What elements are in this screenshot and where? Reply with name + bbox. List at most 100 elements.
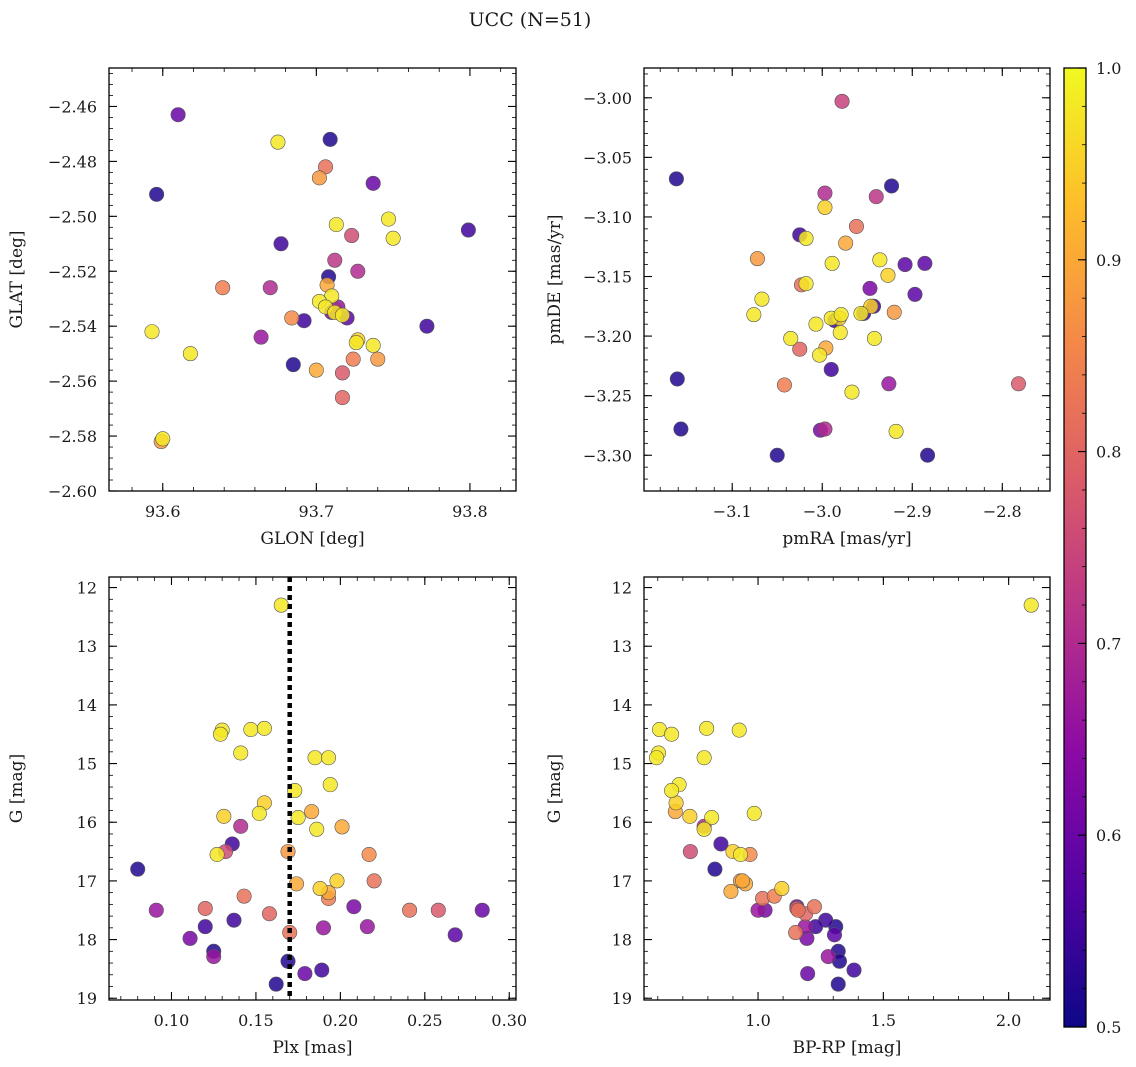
data-point: [273, 597, 289, 613]
y-tick-label: −3.10: [583, 208, 632, 227]
colorbar: 0.5 0.6 0.7 0.8 0.9 1.0: [1063, 59, 1121, 1037]
data-point: [212, 726, 228, 742]
data-point: [273, 236, 289, 252]
data-point: [788, 925, 804, 941]
colorbar-tick-label: 0.6: [1096, 826, 1121, 845]
y-tick-label: 18: [612, 931, 632, 950]
data-point: [182, 930, 198, 946]
y-tick-label: 15: [77, 755, 97, 774]
data-point: [696, 821, 712, 837]
data-point: [664, 726, 680, 742]
data-point: [297, 966, 313, 982]
x-tick-label: −2.8: [983, 502, 1022, 521]
data-point: [285, 357, 301, 373]
data-point: [754, 291, 770, 307]
y-tick-label: 19: [77, 989, 97, 1008]
data-point: [848, 218, 864, 234]
data-point: [312, 881, 328, 897]
colorbar-tick-label: 1.0: [1096, 59, 1121, 78]
data-point: [460, 222, 476, 238]
data-point: [304, 804, 320, 820]
data-point: [226, 912, 242, 928]
x-tick-label: 93.7: [299, 502, 335, 521]
data-point: [668, 171, 684, 187]
x-tick-label: 1.0: [745, 1011, 770, 1030]
data-point: [830, 976, 846, 992]
data-point: [251, 805, 267, 821]
x-tick-label: 1.5: [871, 1011, 896, 1030]
data-point: [707, 861, 723, 877]
scatter-panel-1: 93.6 93.7 93.8 −2.46 −2.48 −2.50 −2.52 −2.54 −2.…: [7, 67, 517, 549]
y-tick-label: 16: [612, 813, 632, 832]
x-tick-label: −3.0: [803, 502, 842, 521]
data-point: [209, 847, 225, 863]
x-axis-label: Plx [mas]: [272, 1038, 352, 1058]
data-point: [334, 390, 350, 406]
y-tick-label: 17: [612, 872, 632, 891]
data-point: [474, 902, 490, 918]
y-axis-label: GLAT [deg]: [7, 230, 27, 328]
data-point: [673, 421, 689, 437]
data-point: [832, 325, 848, 341]
y-axis-label: G [mag]: [545, 754, 565, 823]
data-point: [880, 267, 896, 283]
colorbar-frame: [1063, 67, 1087, 1028]
data-point: [170, 107, 186, 123]
data-point: [149, 186, 165, 202]
data-point: [749, 251, 765, 267]
data-point: [256, 720, 272, 736]
data-point: [345, 351, 361, 367]
data-point: [270, 134, 286, 150]
data-point: [820, 949, 836, 965]
y-tick-label: −2.56: [48, 372, 97, 391]
data-point: [897, 257, 913, 273]
y-tick-label: −2.48: [48, 152, 97, 171]
data-point: [334, 365, 350, 381]
data-point: [314, 962, 330, 978]
points-layer: [668, 93, 1026, 463]
y-tick-label: −2.60: [48, 482, 97, 501]
y-tick-label: −2.50: [48, 207, 97, 226]
data-point: [144, 324, 160, 340]
data-point: [853, 305, 869, 321]
data-point: [344, 228, 360, 244]
y-tick-label: −3.05: [583, 148, 632, 167]
x-tick-label: 0.10: [154, 1011, 190, 1030]
y-tick-label: 13: [77, 637, 97, 656]
y-tick-label: −2.46: [48, 97, 97, 116]
data-point: [826, 927, 842, 943]
data-point: [798, 230, 814, 246]
y-tick-label: −2.52: [48, 262, 97, 281]
x-tick-label: 2.0: [996, 1011, 1021, 1030]
data-point: [696, 750, 712, 766]
data-point: [155, 431, 171, 447]
data-point: [817, 421, 833, 437]
data-point: [790, 902, 806, 918]
data-point: [834, 93, 850, 109]
y-tick-label: 14: [77, 696, 97, 715]
data-point: [315, 920, 331, 936]
colorbar-tick-label: 0.8: [1096, 443, 1121, 462]
data-point: [866, 330, 882, 346]
data-point: [682, 808, 698, 824]
data-point: [366, 873, 382, 889]
data-point: [746, 307, 762, 323]
data-point: [322, 131, 338, 147]
data-point: [322, 777, 338, 793]
data-point: [1023, 597, 1039, 613]
data-point: [808, 316, 824, 332]
x-tick-label: 0.20: [323, 1011, 359, 1030]
x-tick-label: 0.25: [407, 1011, 443, 1030]
data-point: [732, 847, 748, 863]
y-tick-label: 12: [612, 579, 632, 598]
y-tick-label: 19: [612, 989, 632, 1008]
x-tick-label: −2.9: [893, 502, 932, 521]
scatter-panel-4: 1.0 1.5 2.0 12 13 14 15 16 17 18 19 BP-RP [mag] G [m…: [545, 576, 1051, 1058]
data-point: [884, 178, 900, 194]
x-axis-label: pmRA [mas/yr]: [782, 529, 911, 549]
data-point: [798, 276, 814, 292]
data-point: [907, 286, 923, 302]
data-point: [365, 337, 381, 353]
data-point: [327, 252, 343, 268]
y-tick-label: −3.25: [583, 387, 632, 406]
